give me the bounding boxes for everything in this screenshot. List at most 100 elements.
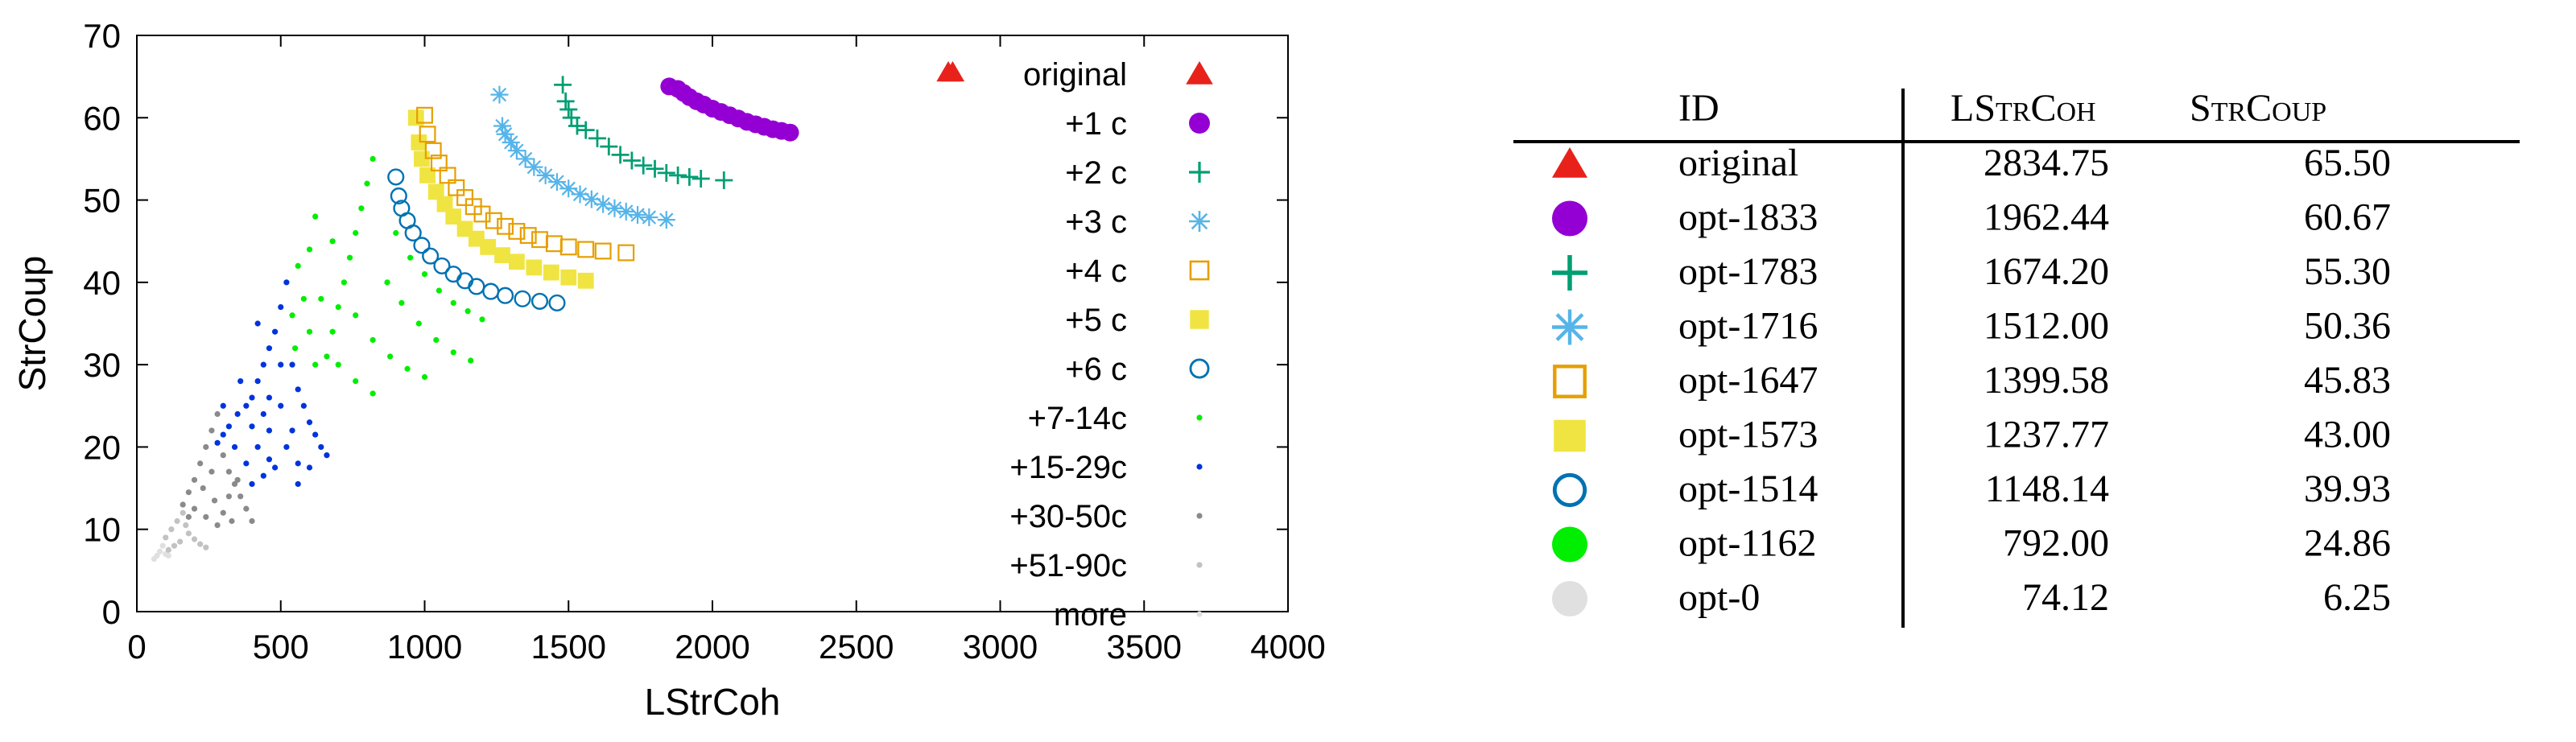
data-point	[306, 464, 313, 471]
data-point	[559, 101, 578, 119]
x-axis-label: LStrCoh	[645, 681, 781, 723]
data-point-shape	[220, 402, 226, 409]
row-id: opt-1647	[1678, 359, 1818, 402]
row-marker	[1552, 309, 1587, 345]
data-point-shape	[411, 134, 427, 150]
data-point-shape	[468, 357, 474, 364]
data-point	[289, 312, 295, 319]
data-point-shape	[436, 196, 453, 212]
data-point-shape	[559, 179, 578, 198]
row-id: opt-1833	[1678, 196, 1818, 239]
data-point	[415, 320, 422, 327]
data-point	[324, 353, 330, 360]
data-point	[450, 349, 456, 356]
data-point	[413, 237, 431, 254]
data-point-shape	[260, 361, 266, 368]
data-point	[335, 303, 341, 311]
data-point	[237, 493, 244, 500]
data-point	[582, 190, 601, 208]
data-point	[249, 517, 255, 525]
data-point	[180, 501, 186, 508]
data-point-shape	[433, 336, 440, 344]
data-point-shape	[254, 320, 261, 327]
data-point-shape	[208, 427, 215, 434]
data-point-shape	[254, 443, 261, 451]
legend-label: +5 c	[1065, 303, 1127, 338]
data-point-shape	[450, 349, 456, 356]
data-point-shape	[416, 106, 433, 124]
data-point	[611, 146, 630, 164]
data-point	[411, 134, 427, 150]
row-lstrcoh: 1237.77	[1984, 414, 2109, 456]
data-point	[482, 282, 500, 300]
data-point-shape	[295, 386, 301, 393]
data-point-shape	[353, 378, 359, 385]
scatter-chart: 0 500 1000 1500 2000 2500 3000 3500 4000 0 10 20 30 4…	[11, 17, 1326, 723]
data-point	[556, 92, 575, 110]
data-point	[427, 183, 444, 200]
row-strcoup: 45.83	[2304, 359, 2391, 402]
data-point-shape	[525, 158, 543, 176]
data-point	[306, 246, 313, 253]
data-point	[390, 187, 407, 205]
data-point-shape	[559, 238, 577, 256]
data-point-shape	[415, 320, 422, 327]
data-point-shape	[225, 423, 232, 430]
row-lstrcoh: 2834.75	[1984, 142, 2109, 184]
data-point-shape	[536, 166, 555, 184]
data-point	[508, 222, 526, 240]
data-point-shape	[214, 522, 221, 529]
data-point	[490, 85, 509, 104]
legend-marker	[1189, 211, 1210, 232]
data-point	[272, 328, 279, 335]
data-point	[509, 254, 525, 270]
data-point	[456, 189, 474, 206]
data-point	[531, 231, 548, 249]
data-point	[526, 259, 543, 276]
data-point-shape	[183, 522, 189, 529]
legend-marker	[1196, 414, 1203, 421]
data-point	[329, 238, 336, 245]
data-point-shape	[353, 312, 359, 319]
data-point-shape	[600, 138, 618, 156]
data-point-shape	[424, 142, 442, 159]
data-point-shape	[531, 231, 548, 249]
y-tick-label: 0	[102, 593, 121, 631]
data-point	[312, 431, 319, 438]
data-point	[220, 509, 226, 516]
legend-marker-shape	[1189, 260, 1210, 281]
data-point-shape	[306, 464, 313, 471]
data-point	[577, 272, 594, 289]
data-point-shape	[554, 76, 572, 94]
data-point	[554, 76, 572, 94]
data-point	[430, 155, 448, 171]
row-lstrcoh: 74.12	[2022, 576, 2109, 619]
data-point-shape	[480, 238, 497, 255]
data-point	[278, 361, 284, 368]
data-point	[715, 171, 733, 190]
legend-marker	[1189, 113, 1210, 134]
data-point-shape	[185, 530, 192, 537]
row-strcoup: 43.00	[2304, 414, 2391, 456]
data-point-shape	[450, 299, 456, 307]
data-point-shape	[482, 282, 500, 300]
data-point	[312, 361, 319, 368]
legend-marker-shape	[1190, 310, 1209, 329]
data-point-shape	[243, 460, 250, 467]
data-point	[560, 269, 577, 286]
data-point-shape	[329, 328, 336, 335]
data-point-shape	[208, 468, 215, 475]
legend-label: +51-90c	[1009, 548, 1127, 583]
data-point-shape	[358, 205, 365, 212]
row-lstrcoh: 792.00	[2003, 522, 2109, 565]
data-point-shape	[473, 205, 491, 223]
data-point	[272, 464, 279, 471]
data-point	[183, 522, 189, 529]
data-point-shape	[493, 117, 512, 135]
data-point	[171, 542, 178, 549]
data-point-shape	[283, 279, 290, 286]
data-point	[295, 262, 301, 269]
data-point	[439, 167, 456, 184]
data-point	[571, 185, 589, 204]
data-point	[260, 472, 266, 479]
